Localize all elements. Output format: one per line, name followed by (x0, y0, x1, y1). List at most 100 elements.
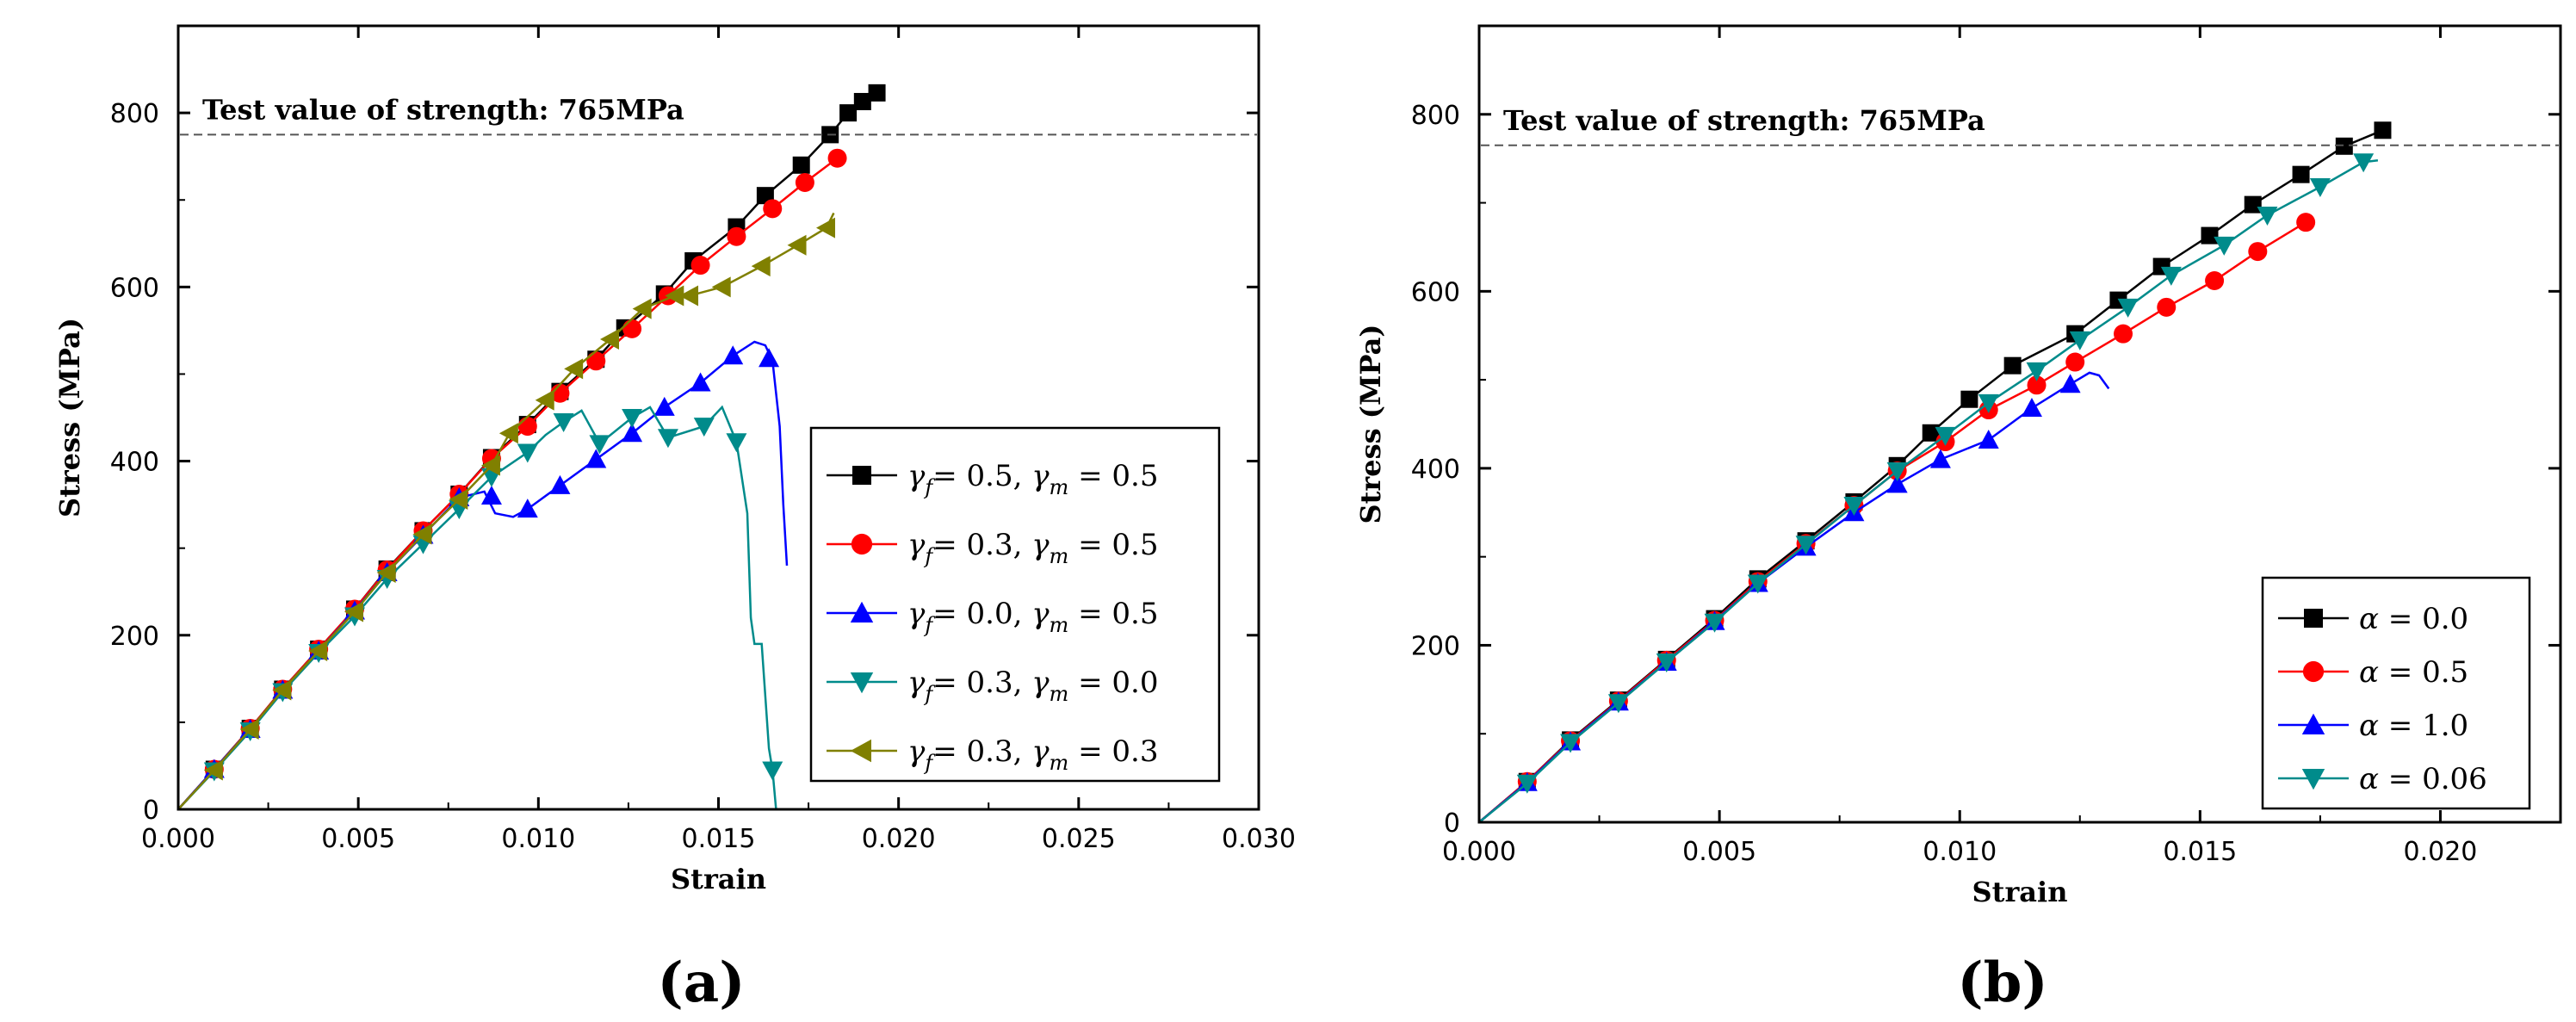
data-point (690, 372, 711, 392)
data-point (2309, 178, 2331, 198)
data-point (1656, 653, 1677, 672)
data-point (759, 348, 780, 368)
legend-marker (851, 533, 873, 555)
data-point (308, 640, 328, 661)
legend: α = 0.0 α = 0.5 α = 1.0 α = 0.06 (2261, 576, 2531, 810)
axis-ticks: 0.000 0.005 0.010 0.015 0.020 0.025 0.030 0 200 4… (110, 26, 1296, 854)
legend-box (809, 426, 1221, 783)
x-tick-label: 0.020 (862, 824, 936, 854)
legend-label: γf= 0.3, γm = 0.3 (907, 734, 1158, 775)
data-point (868, 84, 886, 102)
data-point (1795, 536, 1817, 555)
data-point (751, 256, 771, 277)
data-point (2021, 398, 2042, 417)
legend-item: α = 0.06 (2278, 762, 2487, 796)
legend: γf= 0.5, γm = 0.5 γf= 0.3, γm = 0.5 γf= 0.… (809, 426, 1221, 783)
legend-marker (2301, 713, 2325, 734)
data-point (711, 276, 731, 298)
y-axis-title: Stress (MPa) (1354, 325, 1387, 524)
data-point (2201, 226, 2219, 245)
data-point (665, 285, 684, 307)
x-tick-label: 0.010 (1923, 837, 1997, 867)
data-point (853, 92, 871, 110)
legend-label: γf= 0.5, γm = 0.5 (907, 459, 1158, 499)
data-point (2157, 297, 2177, 317)
data-point (480, 486, 502, 505)
legend-item: γf= 0.3, γm = 0.3 (827, 734, 1158, 775)
legend-item: γf= 0.0, γm = 0.5 (827, 597, 1158, 637)
data-point (1960, 390, 1978, 408)
data-point (1607, 694, 1629, 714)
series-layer (177, 84, 886, 810)
x-tick-label: 0.000 (141, 824, 215, 854)
data-point (517, 499, 538, 518)
data-point (690, 256, 710, 276)
legend-item: γf= 0.3, γm = 0.5 (827, 528, 1158, 568)
panel-b: Test value of strength: 765MPa 0.000 0.00… (1354, 24, 2562, 1015)
y-tick-label: 200 (1411, 631, 1460, 661)
data-point (1886, 461, 1908, 481)
data-point (412, 523, 432, 545)
panel-label: (a) (657, 951, 745, 1015)
series-layer (1478, 121, 2392, 823)
data-point (2069, 331, 2090, 350)
data-point (839, 104, 858, 122)
legend-marker (850, 739, 871, 763)
data-point (816, 217, 835, 238)
data-point (792, 156, 810, 174)
legend-marker (850, 672, 874, 694)
data-point (498, 423, 518, 444)
x-tick-label: 0.005 (321, 824, 395, 854)
data-point (1922, 424, 1940, 442)
data-point (726, 433, 747, 453)
data-point (693, 418, 715, 437)
data-point (2296, 213, 2316, 232)
data-point (762, 761, 783, 781)
axis-ticks: 0.000 0.005 0.010 0.015 0.020 0 200 400 600 800 (1411, 26, 2561, 867)
data-point (1929, 449, 1951, 468)
data-point (1935, 426, 1956, 446)
data-point (657, 429, 678, 449)
legend-item: α = 0.0 (2278, 602, 2468, 636)
legend-item: γf= 0.3, γm = 0.0 (827, 666, 1158, 706)
data-point (2205, 271, 2225, 290)
data-point (600, 329, 619, 350)
data-point (2374, 121, 2392, 139)
data-point (517, 443, 538, 463)
y-tick-label: 0 (143, 796, 159, 826)
legend-marker (2304, 609, 2323, 628)
y-tick-label: 400 (1411, 455, 1460, 485)
series (177, 212, 835, 810)
data-point (2065, 352, 2085, 372)
data-point (1978, 393, 1999, 413)
data-point (1747, 574, 1768, 594)
x-tick-label: 0.005 (1682, 837, 1756, 867)
x-axis-title: Strain (671, 863, 766, 895)
data-point (679, 285, 699, 307)
y-tick-label: 800 (1411, 101, 1460, 131)
data-point (585, 449, 607, 468)
y-tick-label: 600 (110, 273, 159, 303)
panel-label: (b) (1957, 951, 2047, 1015)
panel-a: Test value of strength: 765MPa 0.000 0.00… (53, 24, 1296, 1015)
data-point (1843, 497, 1865, 517)
data-point (2160, 266, 2182, 286)
data-point (763, 199, 783, 219)
series-line (177, 212, 835, 810)
data-point (344, 601, 363, 622)
y-tick-label: 800 (110, 99, 159, 129)
data-point (586, 351, 606, 371)
legend-label: γf= 0.0, γm = 0.5 (907, 597, 1158, 637)
data-point (2003, 356, 2022, 375)
y-axis-title: Stress (MPa) (53, 318, 86, 517)
data-point (203, 759, 223, 781)
legend-label: α = 1.0 (2359, 709, 2468, 743)
data-point (553, 413, 574, 433)
plot-frame (1477, 24, 2562, 824)
y-tick-label: 400 (110, 448, 159, 478)
y-tick-label: 200 (110, 622, 159, 652)
legend-label: γf= 0.3, γm = 0.5 (907, 528, 1158, 568)
data-point (827, 148, 847, 168)
